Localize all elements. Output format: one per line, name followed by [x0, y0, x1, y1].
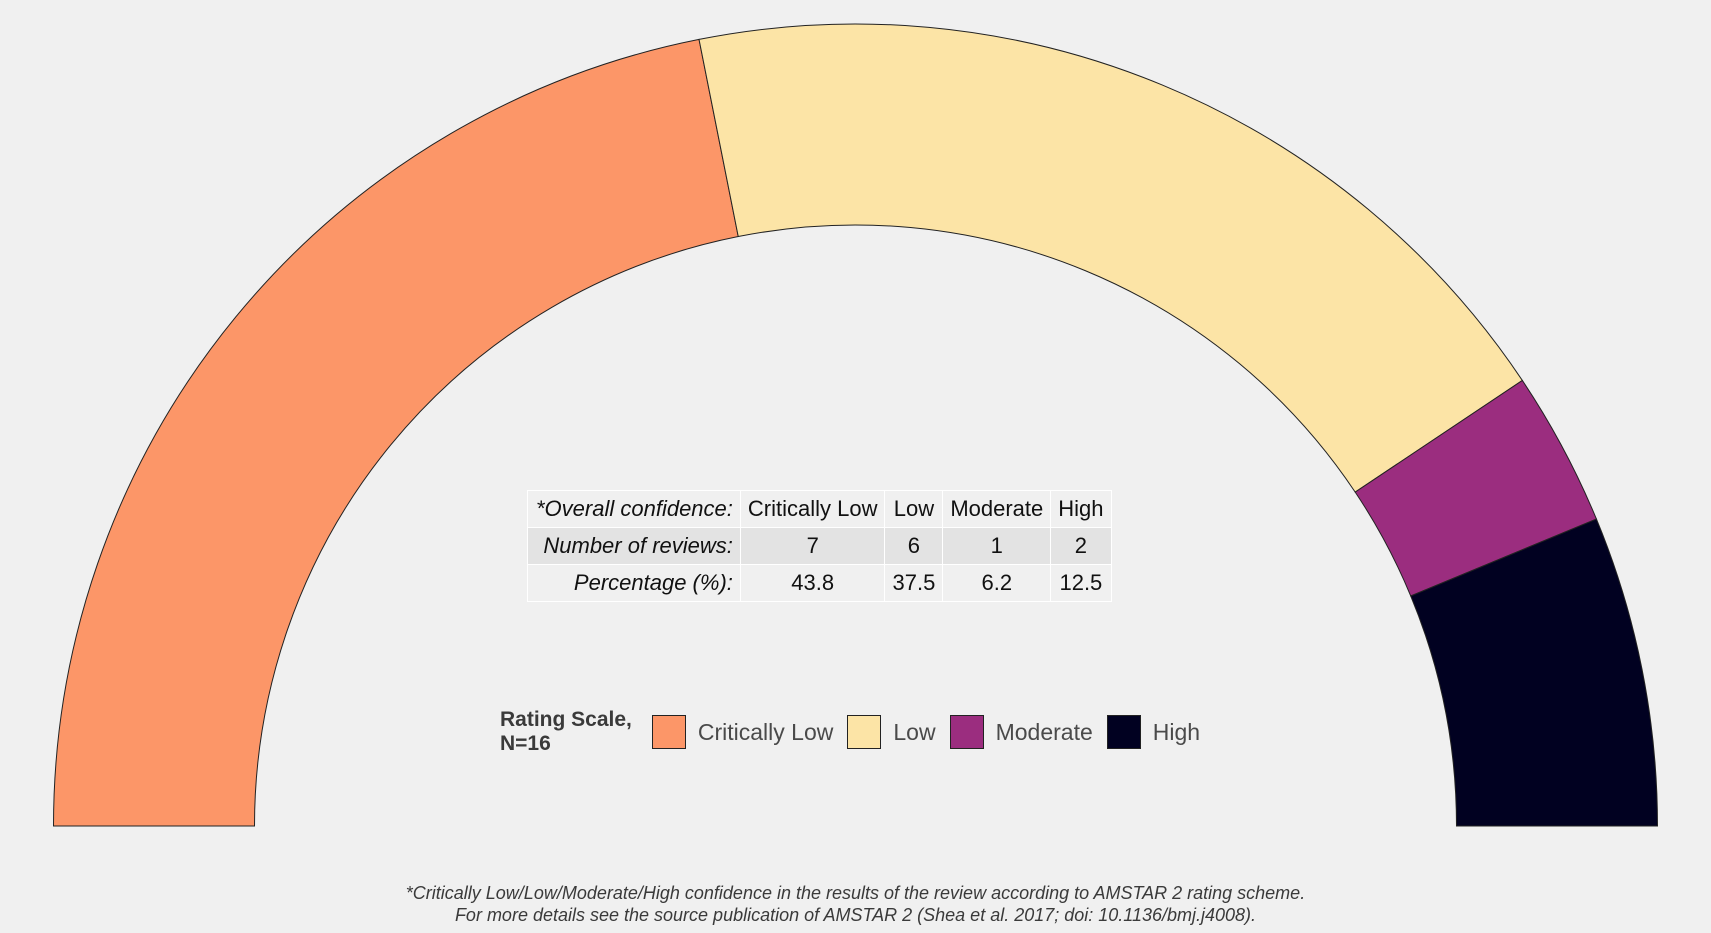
header-critically-low: Critically Low [739, 490, 886, 528]
count-high: 2 [1050, 527, 1112, 565]
row-label-percentage: Percentage (%): [527, 564, 741, 602]
header-high: High [1050, 490, 1112, 528]
count-low: 6 [884, 527, 944, 565]
slice-high [1410, 518, 1659, 827]
header-moderate: Moderate [942, 490, 1052, 528]
legend-title: Rating Scale, N=16 [500, 708, 632, 755]
legend-label-low: Low [893, 718, 936, 745]
percent-high: 12.5 [1050, 564, 1112, 602]
slice-low [698, 23, 1524, 493]
legend-label-moderate: Moderate [995, 718, 1093, 745]
percent-critically-low: 43.8 [739, 564, 886, 602]
legend-label-critically-low: Critically Low [697, 718, 834, 745]
count-moderate: 1 [942, 527, 1052, 565]
legend-item-critically-low: Critically Low [651, 715, 834, 749]
row-label-reviews: Number of reviews: [527, 527, 741, 565]
table-header-row: *Overall confidence: Critically Low Low … [527, 490, 1112, 528]
row-label-confidence: *Overall confidence: [527, 490, 741, 528]
count-critically-low: 7 [739, 527, 886, 565]
percent-moderate: 6.2 [942, 564, 1052, 602]
legend-swatch-critically-low [651, 715, 686, 749]
legend-swatch-low [847, 715, 882, 749]
legend-swatch-moderate [949, 715, 984, 749]
legend-item-low: Low [847, 715, 936, 749]
caption: *Critically Low/Low/Moderate/High confid… [0, 882, 1711, 926]
legend: Rating Scale, N=16 Critically Low Low Mo… [500, 708, 1214, 756]
caption-line-2: For more details see the source publicat… [454, 905, 1257, 925]
slice-critically-low [52, 38, 739, 827]
summary-table: *Overall confidence: Critically Low Low … [527, 490, 1112, 602]
table-row-percent: Percentage (%): 43.8 37.5 6.2 12.5 [527, 564, 1112, 602]
legend-item-moderate: Moderate [949, 715, 1093, 749]
legend-swatch-high [1106, 715, 1141, 749]
legend-label-high: High [1152, 718, 1201, 745]
header-low: Low [884, 490, 944, 528]
legend-item-high: High [1106, 715, 1201, 749]
caption-line-1: *Critically Low/Low/Moderate/High confid… [405, 883, 1306, 903]
table-row-counts: Number of reviews: 7 6 1 2 [527, 527, 1112, 565]
percent-low: 37.5 [884, 564, 944, 602]
